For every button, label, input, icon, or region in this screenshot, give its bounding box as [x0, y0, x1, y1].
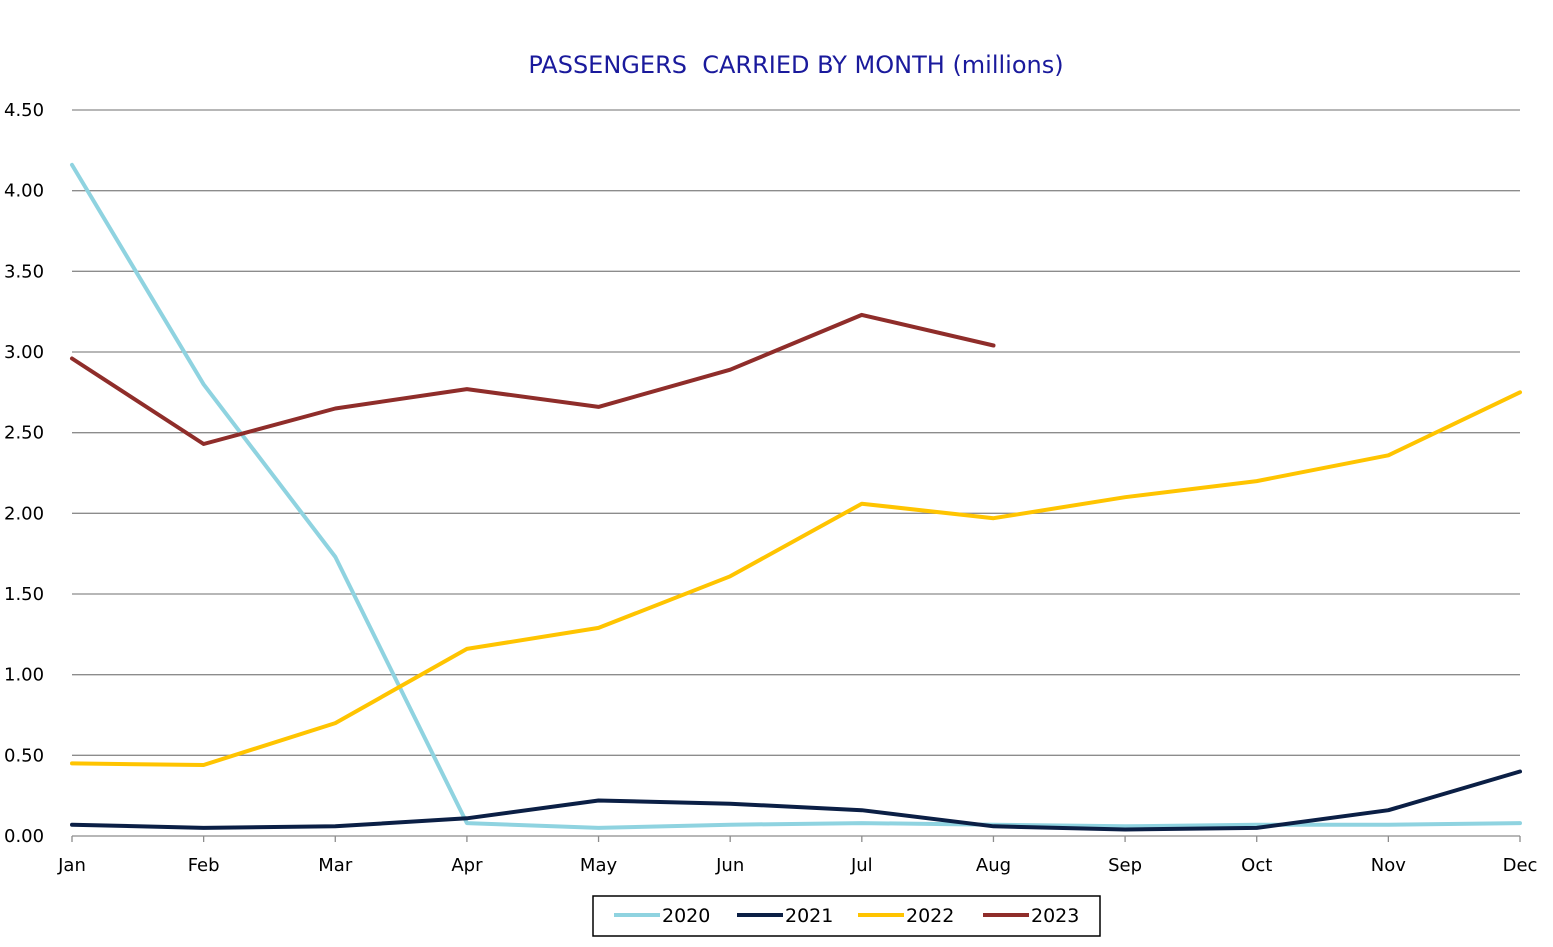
- x-tick-label: May: [580, 855, 618, 876]
- series-lines: [70, 162, 1522, 832]
- x-tick-label: Jan: [57, 855, 86, 876]
- y-tick-label: 4.00: [4, 181, 44, 202]
- series-line-2023: [70, 312, 996, 446]
- legend: 2020 2021 2022 2023: [592, 895, 1101, 937]
- y-tick-label: 1.50: [4, 584, 44, 605]
- chart-title: PASSENGERS CARRIED BY MONTH (millions): [528, 51, 1063, 79]
- y-tick-label: 3.00: [4, 342, 44, 363]
- y-tick-label: 0.00: [4, 826, 44, 847]
- y-tick-label: 2.50: [4, 423, 44, 444]
- legend-label-2022: 2022: [906, 905, 954, 927]
- legend-label-2023: 2023: [1031, 905, 1079, 927]
- legend-label-2020: 2020: [662, 905, 710, 927]
- y-tick-label: 1.00: [4, 665, 44, 686]
- x-tick-label: Dec: [1503, 855, 1538, 876]
- series-line-2020: [70, 162, 1522, 830]
- x-tick-label: Feb: [188, 855, 220, 876]
- series-line-2022: [70, 390, 1522, 767]
- x-tick-label: Nov: [1371, 855, 1406, 876]
- y-tick-label: 3.50: [4, 261, 44, 282]
- series-line-2021: [70, 769, 1522, 832]
- x-tick-label: Aug: [976, 855, 1011, 876]
- x-tick-label: Jun: [715, 855, 744, 876]
- x-tick-label: Mar: [318, 855, 353, 876]
- y-tick-label: 2.00: [4, 503, 44, 524]
- x-tick-label: Apr: [451, 855, 483, 876]
- y-tick-label: 0.50: [4, 745, 44, 766]
- x-tick-label: Sep: [1108, 855, 1142, 876]
- x-tick-label: Oct: [1241, 855, 1272, 876]
- y-axis-ticks: 0.00 0.50 1.00 1.50 2.00 2.50 3.00 3.50 4.00 4.50: [4, 100, 44, 847]
- y-tick-label: 4.50: [4, 100, 44, 121]
- x-tick-label: Jul: [850, 855, 873, 876]
- gridlines: [72, 109, 1520, 837]
- legend-label-2021: 2021: [785, 905, 833, 927]
- x-axis-ticks: Jan Feb Mar Apr May Jun Jul Aug Sep Oct Nov Dec: [57, 836, 1537, 876]
